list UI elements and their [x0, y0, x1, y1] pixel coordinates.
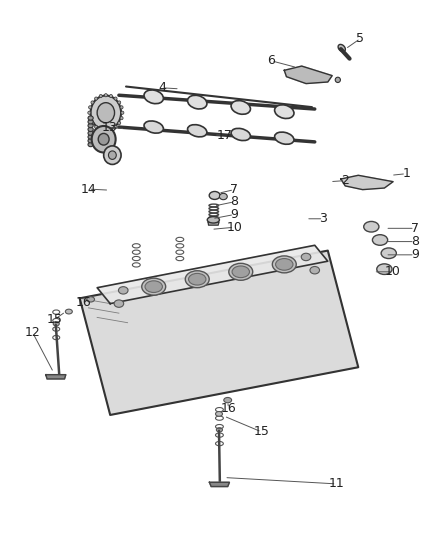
Ellipse shape [91, 122, 94, 125]
Ellipse shape [109, 151, 116, 159]
Ellipse shape [335, 77, 340, 83]
Ellipse shape [88, 135, 93, 139]
Ellipse shape [372, 235, 388, 245]
Text: 15: 15 [254, 425, 270, 439]
Polygon shape [341, 175, 393, 190]
Ellipse shape [95, 97, 98, 100]
Text: 8: 8 [230, 195, 238, 208]
Ellipse shape [231, 128, 251, 141]
Ellipse shape [114, 300, 124, 308]
Text: 11: 11 [328, 478, 344, 490]
Text: 9: 9 [411, 248, 419, 261]
Ellipse shape [110, 94, 113, 98]
Ellipse shape [144, 121, 163, 133]
Ellipse shape [121, 111, 124, 114]
Ellipse shape [188, 273, 206, 285]
Ellipse shape [118, 101, 121, 104]
Text: 2: 2 [341, 174, 349, 187]
Text: 8: 8 [411, 235, 419, 248]
Ellipse shape [114, 125, 117, 128]
Polygon shape [46, 375, 66, 379]
Ellipse shape [207, 216, 219, 223]
Text: 4: 4 [159, 82, 166, 94]
Ellipse shape [98, 133, 109, 145]
Ellipse shape [187, 125, 207, 137]
Text: 17: 17 [216, 128, 232, 141]
Ellipse shape [99, 94, 102, 98]
Ellipse shape [232, 266, 250, 278]
Ellipse shape [114, 97, 117, 100]
Ellipse shape [377, 264, 392, 274]
Ellipse shape [118, 122, 121, 125]
Ellipse shape [53, 321, 59, 326]
Ellipse shape [142, 278, 166, 295]
Ellipse shape [88, 139, 93, 143]
Ellipse shape [88, 127, 93, 132]
Ellipse shape [338, 44, 346, 52]
Polygon shape [208, 222, 219, 225]
Ellipse shape [231, 101, 251, 114]
Ellipse shape [120, 117, 123, 120]
Ellipse shape [104, 128, 107, 132]
Ellipse shape [91, 95, 121, 130]
Text: 12: 12 [25, 326, 41, 340]
Ellipse shape [185, 271, 209, 288]
Ellipse shape [120, 106, 123, 109]
Ellipse shape [216, 427, 223, 432]
Ellipse shape [88, 131, 93, 135]
Text: 9: 9 [230, 208, 238, 221]
Ellipse shape [91, 101, 94, 104]
Ellipse shape [276, 259, 293, 270]
Text: 10: 10 [385, 265, 401, 278]
Ellipse shape [215, 411, 223, 416]
Ellipse shape [209, 191, 220, 199]
Polygon shape [97, 245, 328, 304]
Text: 1: 1 [402, 167, 410, 180]
Text: 16: 16 [221, 402, 237, 415]
Text: 6: 6 [267, 54, 275, 67]
Ellipse shape [99, 128, 102, 131]
Text: 14: 14 [81, 183, 96, 196]
Ellipse shape [144, 90, 163, 104]
Ellipse shape [104, 94, 107, 97]
Polygon shape [284, 66, 332, 84]
Ellipse shape [88, 120, 93, 124]
Ellipse shape [88, 111, 91, 114]
Text: 16: 16 [75, 296, 91, 309]
Ellipse shape [88, 116, 93, 120]
Text: 7: 7 [411, 222, 419, 235]
Text: 10: 10 [226, 221, 242, 234]
Ellipse shape [301, 253, 311, 261]
Ellipse shape [381, 248, 396, 259]
Polygon shape [80, 251, 358, 415]
Ellipse shape [88, 117, 92, 120]
Ellipse shape [88, 124, 93, 128]
Text: 15: 15 [46, 313, 63, 326]
Ellipse shape [118, 287, 128, 294]
Ellipse shape [275, 105, 294, 118]
Polygon shape [209, 482, 230, 487]
Ellipse shape [364, 221, 379, 232]
Text: 5: 5 [357, 32, 364, 45]
Ellipse shape [187, 95, 207, 109]
Text: 13: 13 [102, 121, 117, 134]
Ellipse shape [97, 103, 115, 123]
Ellipse shape [88, 106, 92, 109]
Ellipse shape [92, 126, 116, 152]
Ellipse shape [65, 309, 72, 314]
Text: 3: 3 [319, 212, 327, 225]
Ellipse shape [224, 398, 232, 403]
Ellipse shape [104, 146, 121, 165]
Ellipse shape [272, 256, 296, 273]
Ellipse shape [275, 132, 294, 144]
Ellipse shape [95, 125, 98, 128]
Ellipse shape [229, 263, 253, 280]
Ellipse shape [219, 193, 227, 200]
Ellipse shape [310, 266, 320, 274]
Ellipse shape [87, 297, 95, 302]
Ellipse shape [88, 142, 93, 147]
Ellipse shape [110, 128, 113, 131]
Ellipse shape [145, 281, 162, 293]
Text: 7: 7 [230, 183, 238, 196]
